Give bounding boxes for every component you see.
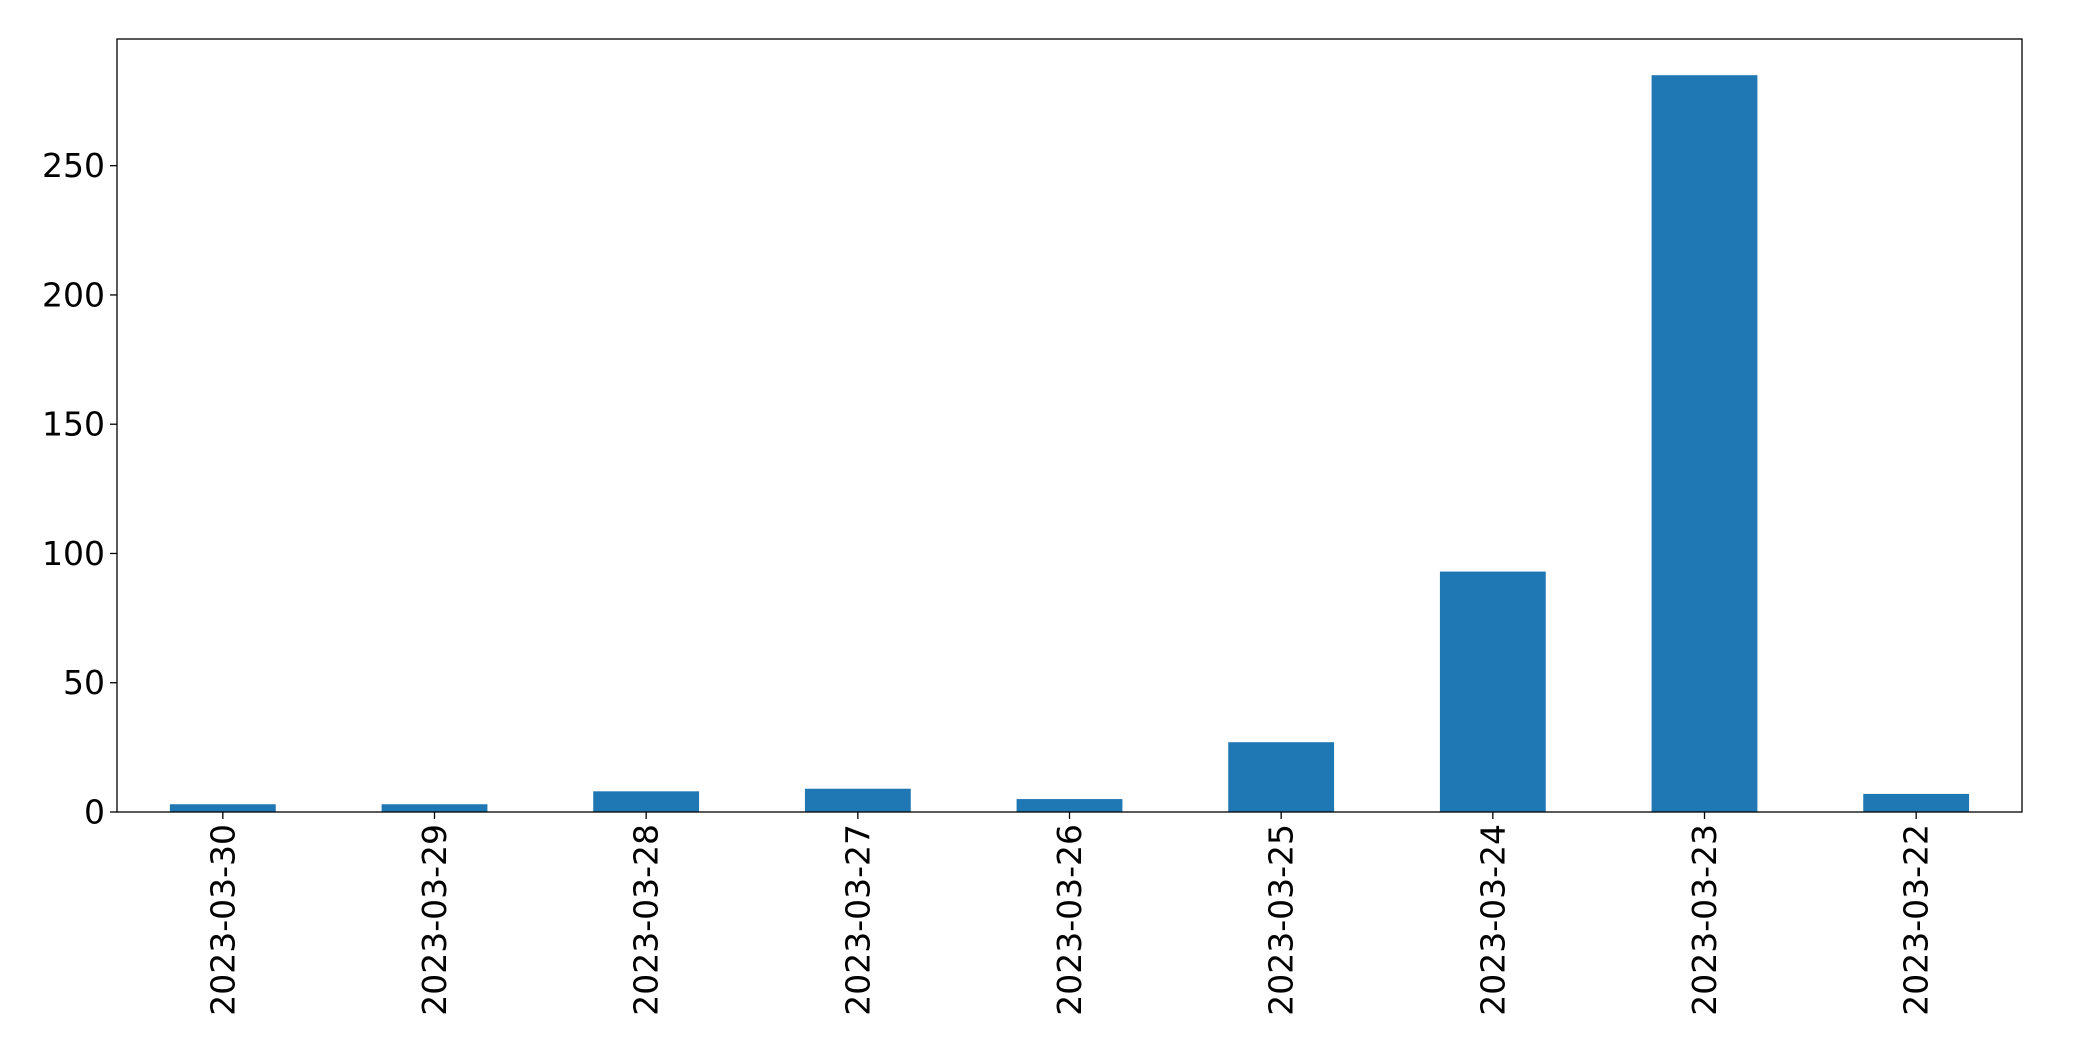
bar-2023-03-24 <box>1439 571 1546 812</box>
x-tick-label: 2023-03-24 <box>1473 824 1512 1016</box>
x-tick-label: 2023-03-26 <box>1050 824 1089 1016</box>
bar-2023-03-30 <box>169 804 276 812</box>
bar-2023-03-23 <box>1651 75 1758 813</box>
bar-2023-03-22 <box>1863 793 1970 812</box>
y-tick-label: 200 <box>42 275 105 314</box>
bar-2023-03-25 <box>1228 742 1335 812</box>
bars-group <box>169 75 1970 813</box>
y-tick-label: 50 <box>63 663 105 702</box>
bar-2023-03-29 <box>381 804 488 812</box>
x-tick-label: 2023-03-29 <box>415 824 454 1016</box>
x-tick-label: 2023-03-23 <box>1685 824 1724 1016</box>
x-tick-label: 2023-03-27 <box>838 824 877 1016</box>
plot-area-frame <box>116 38 2023 813</box>
y-tick-label: 100 <box>42 534 105 573</box>
x-tick-label: 2023-03-30 <box>203 824 242 1016</box>
y-tick-label: 0 <box>84 793 105 832</box>
bar-2023-03-27 <box>804 788 911 812</box>
bar-2023-03-28 <box>593 791 700 812</box>
x-tick-label: 2023-03-22 <box>1897 824 1936 1016</box>
y-tick-label: 250 <box>42 146 105 185</box>
x-tick-label: 2023-03-25 <box>1262 824 1301 1016</box>
bar-2023-03-26 <box>1016 799 1123 812</box>
y-tick-label: 150 <box>42 405 105 444</box>
x-tick-label: 2023-03-28 <box>627 824 666 1016</box>
y-axis: 0 50 100 150 200 250 <box>42 146 117 832</box>
x-axis: 2023-03-30 2023-03-29 2023-03-28 2023-03-27… <box>203 812 1936 1016</box>
